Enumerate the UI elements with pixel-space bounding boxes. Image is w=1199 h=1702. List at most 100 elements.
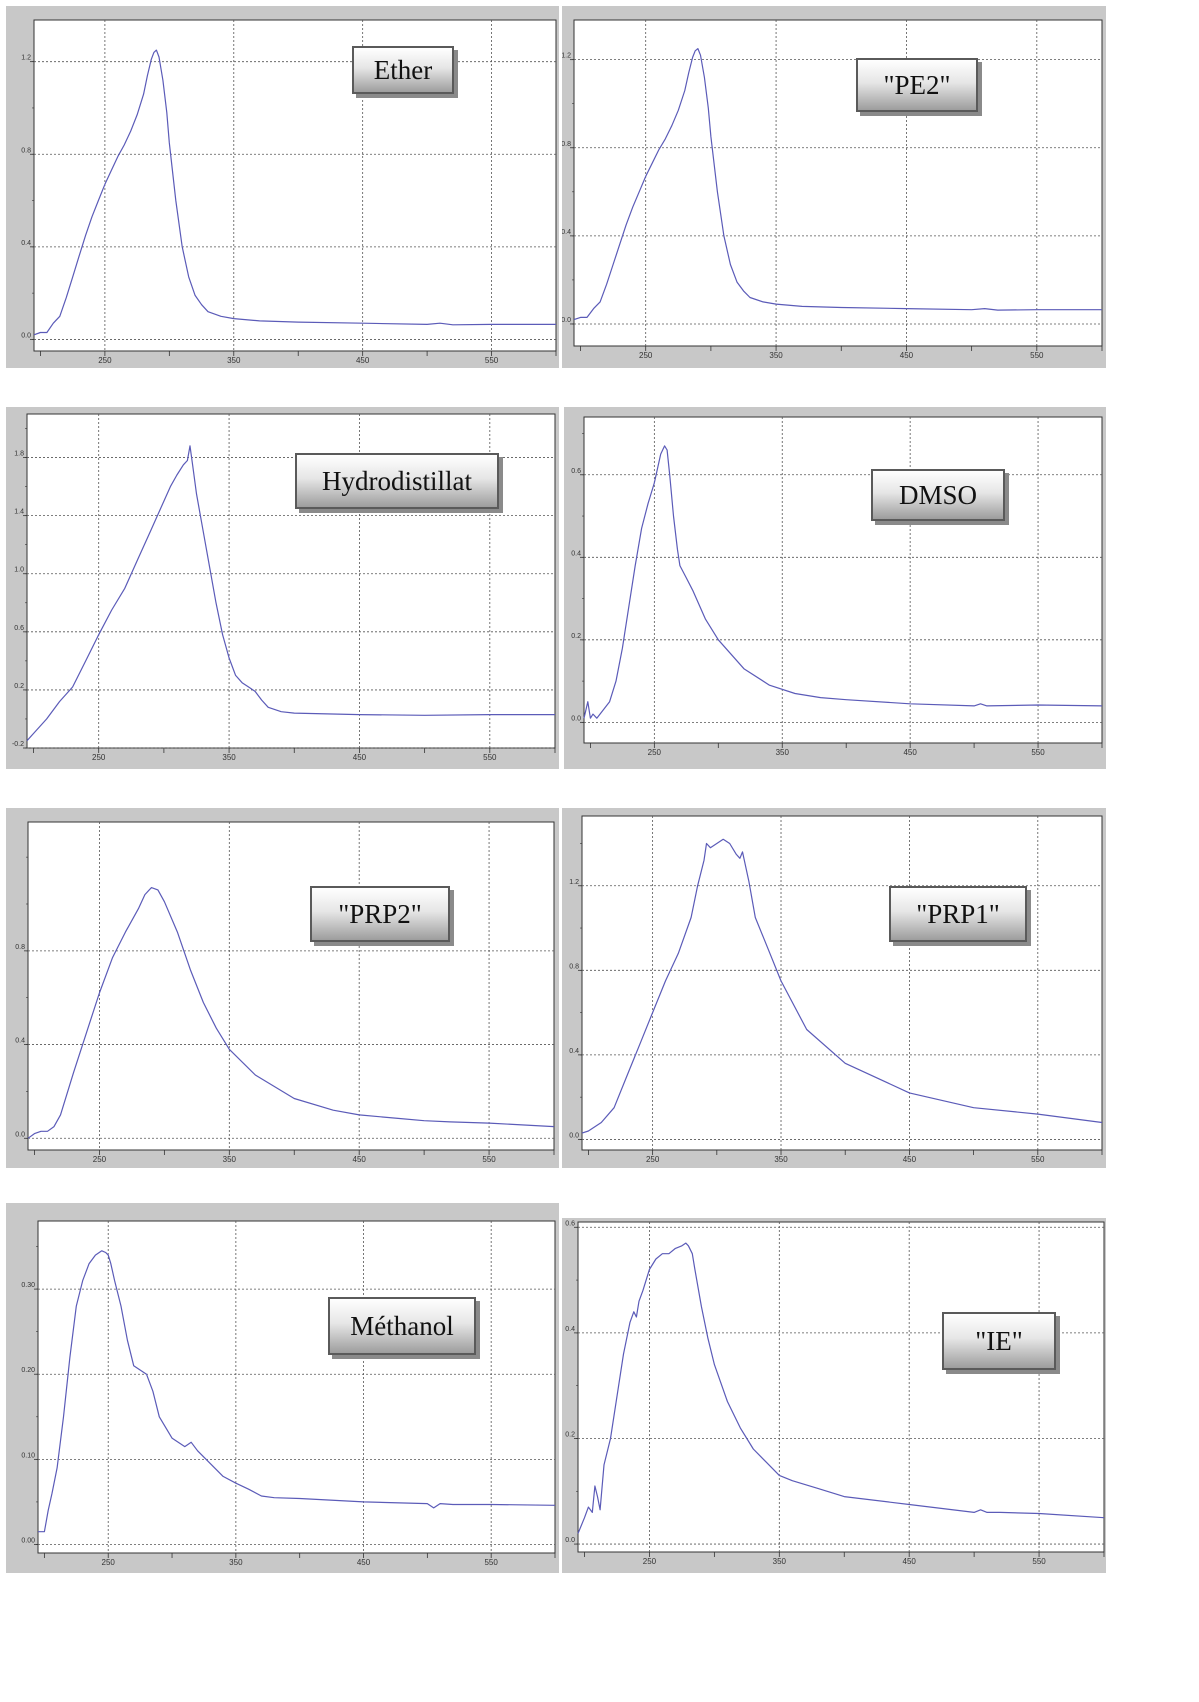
spectrum-line bbox=[33, 49, 556, 336]
x-tick-label: 250 bbox=[646, 1155, 660, 1164]
y-tick-label: 1.8 bbox=[14, 451, 24, 458]
x-tick-label: 550 bbox=[1032, 1557, 1046, 1566]
y-tick-label: 1.2 bbox=[569, 879, 579, 886]
spectrum-line bbox=[38, 1250, 556, 1533]
x-tick-label: 550 bbox=[1031, 748, 1045, 757]
y-tick-label: 0.30 bbox=[21, 1282, 35, 1289]
x-tick-label: 350 bbox=[773, 1557, 787, 1566]
y-tick-label: 0.4 bbox=[565, 1326, 575, 1333]
chart-panel-hydrodistillat: 250 350 450 550 -0.2 0.2 0.6 1.0 1.4 1.8 Hydrodis… bbox=[6, 407, 559, 769]
x-tick-label: 350 bbox=[227, 356, 241, 365]
x-tick-label: 550 bbox=[1030, 351, 1044, 360]
chart-panel-prp1: 250 350 450 550 0.0 0.4 0.8 1.2 "PRP1" bbox=[562, 808, 1106, 1168]
chart-prp1: 250 350 450 550 0.0 0.4 0.8 1.2 bbox=[569, 815, 1103, 1164]
plot-area bbox=[37, 1220, 556, 1554]
x-tick-label: 350 bbox=[776, 748, 790, 757]
x-tick-label: 550 bbox=[1031, 1155, 1045, 1164]
x-tick-label: 550 bbox=[484, 1558, 498, 1567]
y-tick-label: 0.4 bbox=[569, 1048, 579, 1055]
x-tick-label: 550 bbox=[485, 356, 499, 365]
plot-area bbox=[33, 19, 557, 352]
x-tick-label: 350 bbox=[774, 1155, 788, 1164]
label-prp2: "PRP2" bbox=[310, 886, 450, 942]
plot-area bbox=[577, 1221, 1105, 1553]
plot-area bbox=[573, 19, 1103, 347]
y-tick-label: -0.2 bbox=[12, 741, 24, 748]
chart-panel-ether: 250 350 450 550 0.0 0.4 0.8 1.2 Ether bbox=[6, 6, 559, 368]
y-tick-label: 0.4 bbox=[562, 229, 571, 236]
spectrum-line bbox=[573, 48, 1102, 321]
spectrum-line bbox=[581, 838, 1103, 1134]
chart-panel-methanol: 250 350 450 550 0.00 0.10 0.20 0.30 Méthanol bbox=[6, 1203, 559, 1573]
x-tick-label: 550 bbox=[482, 1155, 496, 1164]
x-tick-label: 450 bbox=[903, 1155, 917, 1164]
x-tick-label: 450 bbox=[903, 748, 917, 757]
label-pe2: "PE2" bbox=[856, 58, 978, 112]
y-tick-label: 0.20 bbox=[21, 1367, 35, 1374]
plot-area bbox=[27, 821, 555, 1151]
x-tick-label: 450 bbox=[900, 351, 914, 360]
x-tick-label: 250 bbox=[98, 356, 112, 365]
chart-ether: 250 350 450 550 0.0 0.4 0.8 1.2 bbox=[21, 19, 557, 365]
chart-prp2: 250 350 450 550 0.0 0.4 0.8 bbox=[15, 821, 555, 1164]
x-tick-label: 350 bbox=[223, 1155, 237, 1164]
x-tick-label: 350 bbox=[229, 1558, 243, 1567]
y-tick-label: 0.8 bbox=[15, 944, 25, 951]
x-tick-label: 450 bbox=[356, 356, 370, 365]
y-tick-label: 0.6 bbox=[565, 1220, 575, 1227]
x-tick-label: 450 bbox=[353, 1155, 367, 1164]
y-tick-label: 1.2 bbox=[562, 53, 571, 60]
plot-area bbox=[581, 815, 1103, 1151]
chart-dmso: 250 350 450 550 0.0 0.2 0.4 0.6 bbox=[571, 416, 1103, 757]
y-tick-label: 0.6 bbox=[14, 625, 24, 632]
spectrum-line bbox=[583, 445, 1103, 719]
y-tick-label: 0.4 bbox=[15, 1038, 25, 1045]
x-tick-label: 550 bbox=[483, 753, 497, 762]
x-tick-label: 450 bbox=[357, 1558, 371, 1567]
y-tick-label: 0.4 bbox=[571, 550, 581, 557]
y-tick-label: 0.8 bbox=[21, 147, 31, 154]
y-tick-label: 0.2 bbox=[571, 633, 581, 640]
x-tick-label: 250 bbox=[639, 351, 653, 360]
label-prp1: "PRP1" bbox=[889, 886, 1027, 942]
x-tick-label: 250 bbox=[643, 1557, 657, 1566]
label-ie: "IE" bbox=[942, 1312, 1056, 1370]
y-tick-label: 1.0 bbox=[14, 567, 24, 574]
chart-ie: 250 350 450 550 0.0 0.2 0.4 0.6 bbox=[565, 1220, 1105, 1566]
label-methanol: Méthanol bbox=[328, 1297, 476, 1355]
spectrum-line bbox=[27, 887, 555, 1139]
y-tick-label: 0.0 bbox=[569, 1132, 579, 1139]
y-tick-label: 1.4 bbox=[14, 509, 24, 516]
y-tick-label: 1.2 bbox=[21, 55, 31, 62]
y-tick-label: 0.2 bbox=[14, 683, 24, 690]
y-tick-label: 0.00 bbox=[21, 1537, 35, 1544]
chart-panel-ie: 250 350 450 550 0.0 0.2 0.4 0.6 "IE" bbox=[562, 1218, 1106, 1573]
x-tick-label: 250 bbox=[648, 748, 662, 757]
y-tick-label: 0.0 bbox=[21, 332, 31, 339]
label-hydrodistillat: Hydrodistillat bbox=[295, 453, 499, 509]
chart-panel-dmso: 250 350 450 550 0.0 0.2 0.4 0.6 DMSO bbox=[564, 407, 1106, 769]
x-tick-label: 250 bbox=[102, 1558, 116, 1567]
spectrum-line bbox=[26, 445, 555, 742]
x-tick-label: 250 bbox=[93, 1155, 107, 1164]
y-tick-label: 0.6 bbox=[571, 468, 581, 475]
x-tick-label: 450 bbox=[353, 753, 367, 762]
x-tick-label: 450 bbox=[903, 1557, 917, 1566]
y-tick-label: 0.4 bbox=[21, 240, 31, 247]
x-tick-label: 350 bbox=[222, 753, 236, 762]
plot-area bbox=[583, 416, 1103, 744]
label-dmso: DMSO bbox=[871, 469, 1005, 521]
y-tick-label: 0.0 bbox=[562, 317, 571, 324]
x-tick-label: 350 bbox=[769, 351, 783, 360]
y-tick-label: 0.0 bbox=[565, 1537, 575, 1544]
chart-panel-pe2: 250 350 450 550 0.0 0.4 0.8 1.2 "PE2" bbox=[562, 6, 1106, 368]
y-tick-label: 0.0 bbox=[571, 715, 581, 722]
y-tick-label: 0.2 bbox=[565, 1431, 575, 1438]
chart-pe2: 250 350 450 550 0.0 0.4 0.8 1.2 bbox=[562, 19, 1103, 360]
label-ether: Ether bbox=[352, 46, 454, 94]
chart-panel-prp2: 250 350 450 550 0.0 0.4 0.8 "PRP2" bbox=[6, 808, 559, 1168]
y-tick-label: 0.8 bbox=[569, 963, 579, 970]
y-tick-label: 0.0 bbox=[15, 1131, 25, 1138]
spectrum-line bbox=[577, 1242, 1105, 1534]
x-tick-label: 250 bbox=[92, 753, 106, 762]
